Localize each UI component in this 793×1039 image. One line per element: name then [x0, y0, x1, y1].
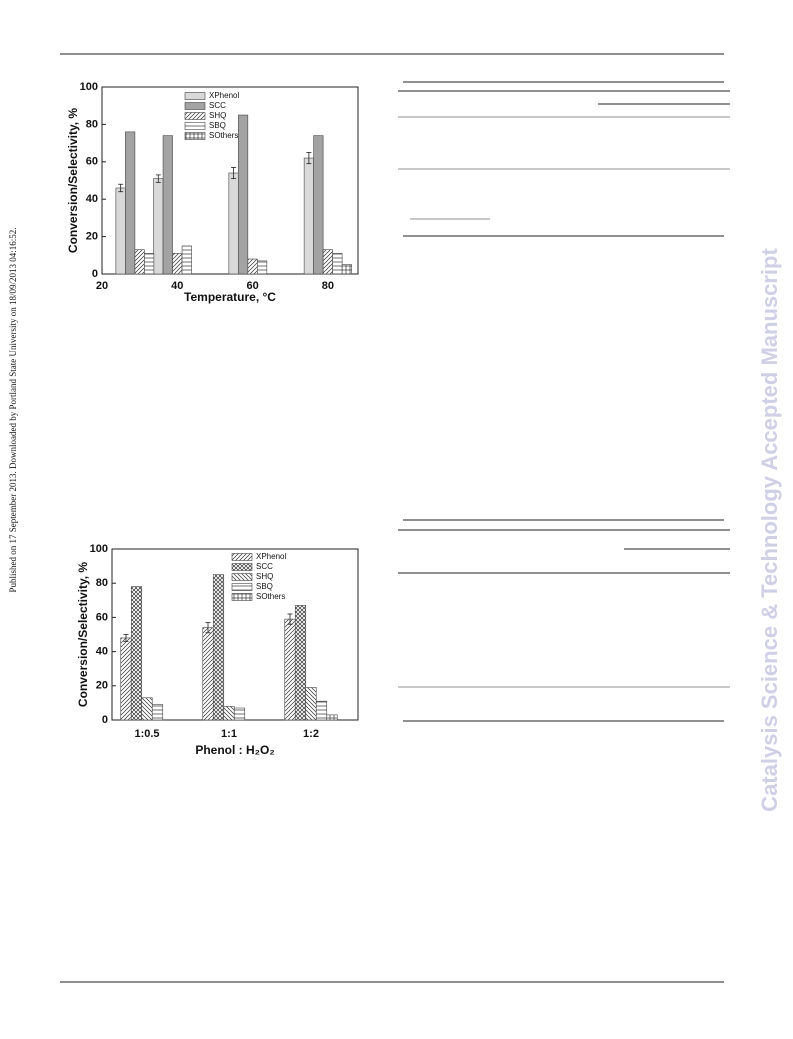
bar: [284, 618, 296, 721]
x-tick-label: 1:2: [303, 728, 319, 740]
bar: [247, 258, 258, 275]
bar: [313, 135, 324, 275]
bar: [233, 707, 246, 721]
table-2-rules: [398, 519, 730, 722]
chart: 20 40 60 80020406080100XPhenolSCCSHQSBQSOth…: [66, 81, 359, 304]
legend-label: XPhenol: [209, 91, 239, 100]
legend-label: XPhenol: [256, 552, 286, 561]
legend-label: SBQ: [256, 582, 273, 591]
chart: 1:0.5 1:1 1:2 0 20 40 60 80 100 XPhenolSCCSHQSBQS…: [76, 543, 359, 757]
y-tick-label: 0: [102, 714, 108, 726]
legend-label: SHQ: [209, 111, 226, 120]
y-tick-label: 0: [92, 268, 98, 280]
legend-swatch: [184, 102, 206, 110]
y-tick-label: 40: [86, 193, 98, 205]
x-tick-label: 1:0.5: [134, 728, 159, 740]
x-tick-label: 1:1: [221, 728, 237, 740]
bar: [144, 253, 155, 275]
publication-note: Published on 17 September 2013. Download…: [8, 228, 18, 593]
y-tick-label: 40: [96, 646, 108, 658]
bar: [257, 260, 268, 275]
x-tick-label: 80: [322, 280, 334, 292]
legend-label: SCC: [209, 101, 226, 110]
bar: [120, 637, 132, 721]
x-tick-label: 40: [171, 280, 183, 292]
y-tick-label: 60: [86, 156, 98, 168]
legend-swatch: [231, 593, 253, 601]
legend-swatch: [231, 563, 253, 571]
error-bar: [231, 167, 237, 180]
legend-label: SBQ: [209, 121, 226, 130]
legend-label: SOthers: [256, 592, 285, 601]
error-bar: [306, 152, 312, 165]
error-bar: [287, 613, 293, 625]
bar: [115, 187, 126, 275]
y-tick-label: 80: [96, 577, 108, 589]
table-1-rules: [398, 81, 730, 237]
bar: [341, 264, 352, 275]
bar: [294, 605, 307, 721]
bar: [125, 131, 136, 275]
bar: [212, 574, 225, 721]
legend-label: SHQ: [256, 572, 273, 581]
bar: [305, 687, 317, 721]
bar: [228, 172, 239, 275]
bar: [315, 700, 328, 721]
legend-swatch: [231, 553, 253, 561]
legend-swatch: [184, 112, 206, 120]
y-axis-label: Conversion/Selectivity, %: [76, 562, 90, 707]
legend-swatch: [184, 122, 206, 130]
bar: [130, 586, 143, 721]
error-bar: [205, 622, 211, 634]
legend-swatch: [184, 132, 206, 140]
error-bar: [155, 174, 161, 183]
legend-swatch: [184, 92, 206, 100]
bar: [326, 714, 338, 721]
bar: [141, 697, 153, 721]
bar: [134, 249, 145, 275]
bar: [303, 157, 314, 275]
y-tick-label: 100: [90, 543, 108, 555]
y-tick-label: 20: [96, 680, 108, 692]
bar: [162, 135, 173, 275]
bar: [172, 253, 183, 275]
legend-swatch: [231, 573, 253, 581]
bar: [238, 114, 249, 275]
bar: [153, 178, 164, 275]
bar: [202, 627, 214, 721]
y-axis-label: Conversion/Selectivity, %: [66, 108, 80, 253]
legend-swatch: [231, 583, 253, 591]
error-bar: [123, 634, 129, 642]
legend-label: SCC: [256, 562, 273, 571]
y-tick-label: 80: [86, 118, 98, 130]
watermark: Catalysis Science & Technology Accepted …: [757, 248, 782, 812]
legend-label: SOthers: [209, 131, 238, 140]
y-tick-label: 100: [80, 81, 98, 93]
y-tick-label: 60: [96, 611, 108, 623]
error-bar: [118, 183, 124, 193]
bar: [181, 245, 192, 275]
bar: [223, 706, 235, 721]
y-tick-label: 20: [86, 231, 98, 243]
bar: [332, 253, 343, 275]
x-tick-label: 20: [96, 280, 108, 292]
bar: [322, 249, 333, 275]
x-axis-label: Phenol : H₂O₂: [195, 743, 274, 757]
x-tick-label: 60: [246, 280, 258, 292]
x-axis-label: Temperature, °C: [184, 290, 276, 304]
bar: [151, 704, 164, 721]
